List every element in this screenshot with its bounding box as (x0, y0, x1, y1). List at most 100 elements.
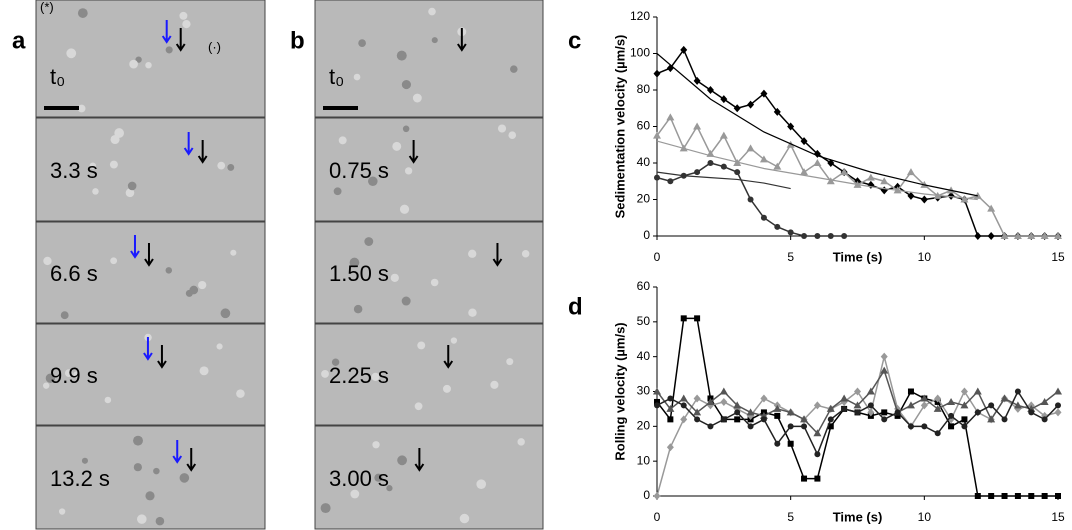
particle (227, 163, 235, 171)
particle (412, 93, 422, 103)
marker (813, 401, 821, 410)
y-tick-label: 50 (637, 314, 651, 328)
marker (801, 475, 808, 482)
particle (43, 382, 50, 389)
y-tick-label: 0 (643, 228, 650, 242)
marker (1054, 387, 1062, 395)
x-tick-label: 0 (654, 250, 661, 264)
fit-line (656, 140, 978, 201)
marker (653, 69, 661, 78)
y-tick-label: 20 (637, 419, 651, 433)
particle (179, 473, 190, 483)
marker (1040, 232, 1049, 239)
particle (358, 39, 366, 47)
arrow (175, 28, 186, 52)
particle (110, 257, 118, 265)
micrograph (314, 323, 544, 426)
marker (1027, 232, 1036, 239)
particle (66, 48, 77, 59)
marker (680, 415, 688, 424)
particle (430, 278, 439, 287)
y-tick-label: 40 (637, 349, 651, 363)
marker (760, 394, 768, 403)
y-tick-label: 20 (637, 192, 651, 206)
x-tick-label: 10 (918, 250, 932, 264)
marker (894, 409, 901, 416)
frame-time: t₀ (50, 64, 65, 89)
marker (921, 423, 928, 430)
marker (974, 409, 981, 416)
marker (880, 366, 889, 374)
particle (331, 358, 340, 366)
particle (199, 366, 209, 376)
particle (401, 79, 411, 90)
marker (881, 409, 888, 416)
marker (734, 169, 741, 176)
particle (468, 249, 477, 258)
marker (747, 423, 754, 430)
particle (220, 308, 231, 319)
particle (333, 187, 342, 196)
particle (404, 167, 413, 175)
panel-label: c (568, 27, 581, 54)
particle (230, 249, 237, 256)
particle (189, 285, 199, 295)
arrow (408, 140, 419, 164)
arrow (157, 345, 167, 369)
marker (920, 394, 929, 402)
marker (987, 204, 996, 212)
particle (431, 37, 438, 44)
particle (133, 435, 143, 446)
x-tick-label: 10 (918, 510, 932, 524)
panel-label: a (12, 27, 26, 54)
frame-time: 1.50 s (329, 261, 389, 286)
particle (64, 369, 73, 377)
marker (734, 416, 741, 423)
marker (774, 412, 781, 419)
particle (145, 61, 152, 69)
particle (517, 438, 525, 446)
marker (894, 412, 901, 419)
marker (961, 423, 968, 430)
particle (497, 124, 507, 133)
particle (155, 516, 165, 526)
marker (746, 144, 755, 152)
marker (720, 416, 727, 423)
particle (353, 73, 361, 81)
marker (733, 104, 741, 113)
particle (125, 188, 135, 198)
series-line (656, 115, 1058, 237)
marker (747, 100, 755, 109)
micrograph (314, 425, 544, 530)
particle (81, 457, 89, 464)
panel-label: d (568, 293, 583, 320)
particle (510, 65, 518, 73)
micrograph (314, 117, 544, 222)
marker (747, 196, 754, 203)
frame-time: 3.3 s (50, 158, 98, 183)
marker (1054, 408, 1062, 417)
marker (707, 423, 714, 430)
micrograph (35, 425, 266, 530)
marker (920, 195, 928, 204)
marker (826, 404, 835, 412)
micrograph (314, 0, 544, 118)
particle (508, 131, 517, 140)
marker (827, 423, 834, 430)
particle (521, 250, 530, 258)
marker (960, 401, 969, 409)
particle (428, 7, 436, 16)
micrograph (35, 117, 266, 222)
marker (841, 233, 848, 239)
particle (476, 479, 487, 489)
marker (760, 89, 768, 98)
particle (397, 455, 407, 466)
marker (920, 401, 928, 410)
arrow (172, 440, 183, 464)
marker (960, 195, 969, 203)
marker (774, 223, 781, 230)
y-tick-label: 120 (630, 9, 650, 23)
x-tick-label: 5 (787, 250, 794, 264)
marker (1013, 401, 1022, 409)
